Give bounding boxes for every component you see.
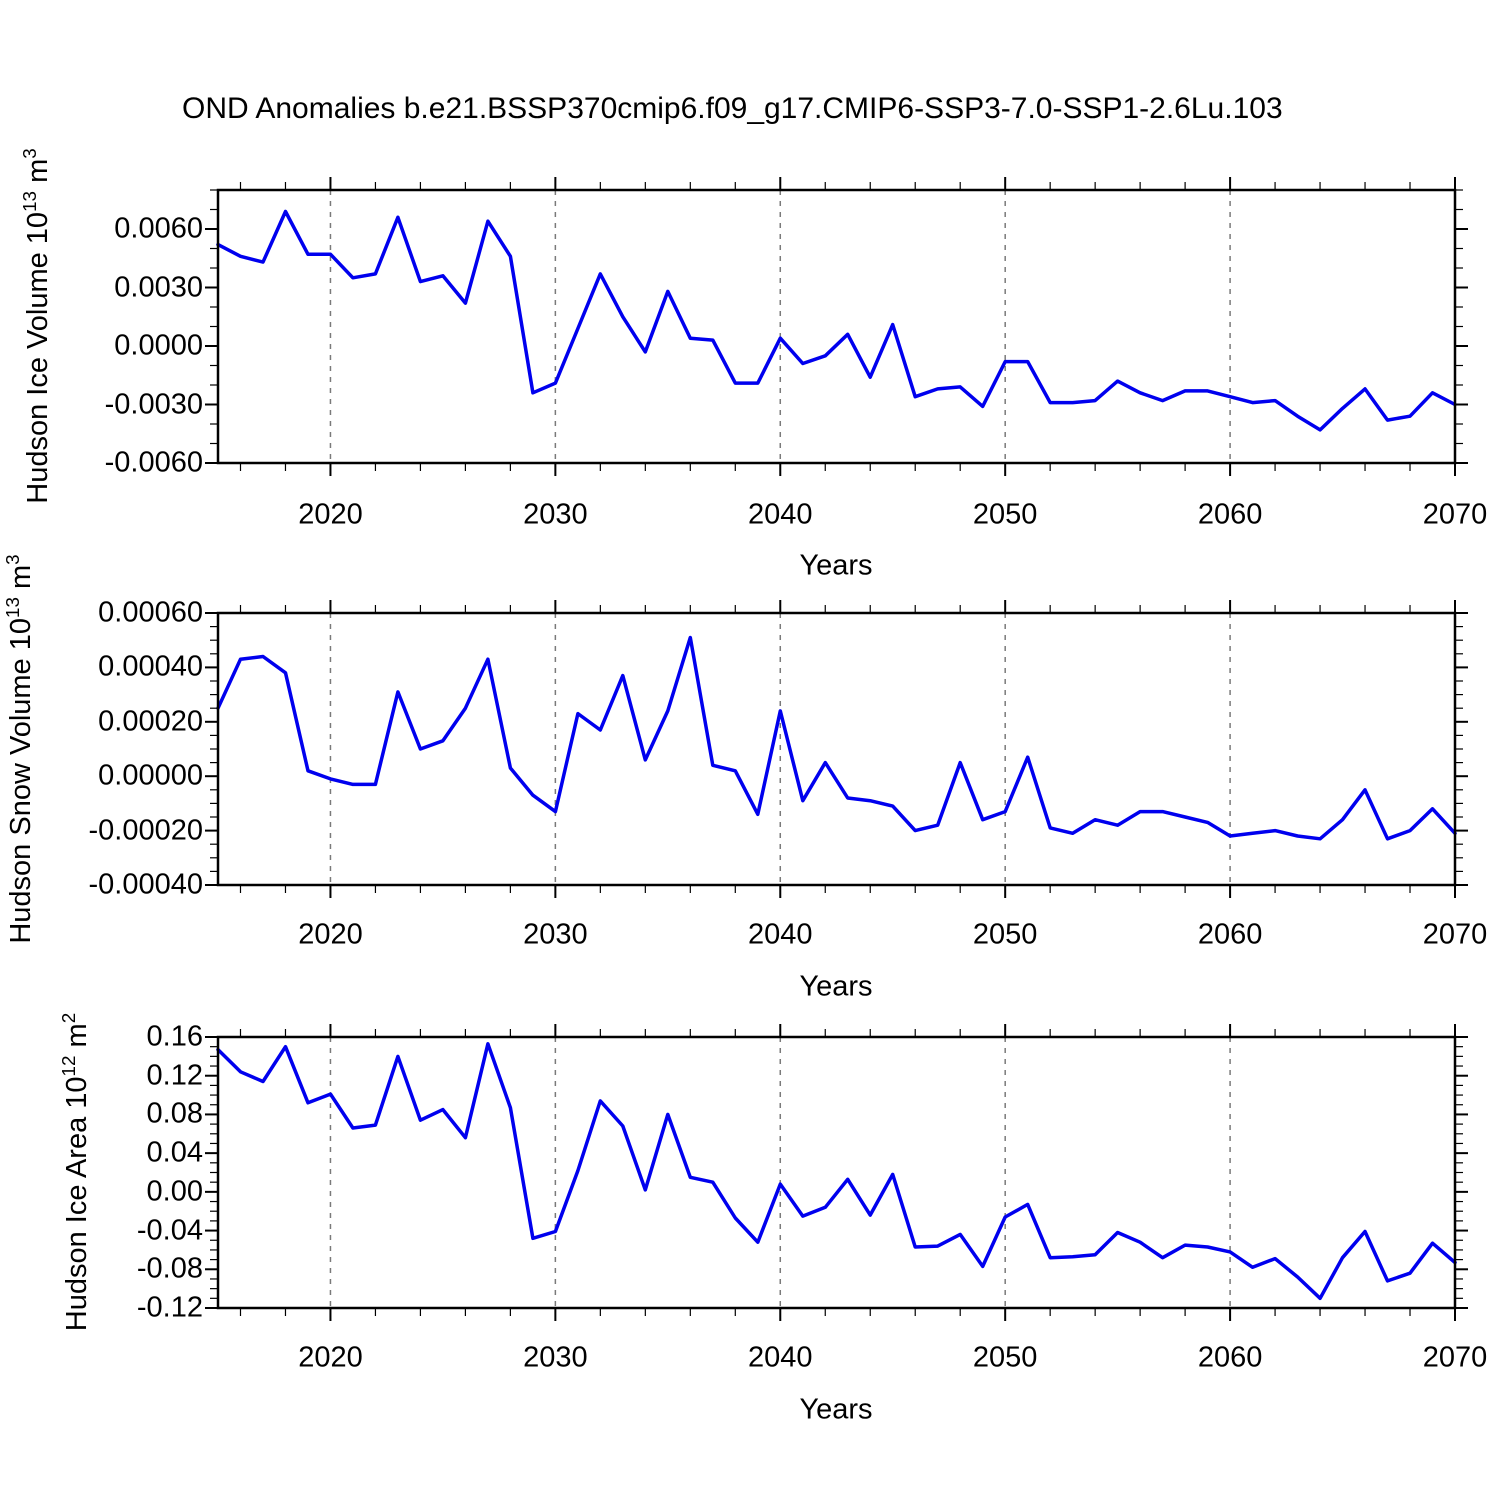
hudson-snow-volume-ytick-label-0.00020: 0.00020 — [98, 705, 203, 738]
hudson-ice-volume-xtick-label-2040: 2040 — [748, 498, 813, 531]
hudson-ice-area-ytick-label-0.12: 0.12 — [146, 1059, 203, 1092]
unit: m — [21, 158, 54, 191]
hudson-snow-volume-line — [216, 635, 1457, 841]
hudson-ice-volume-xtick-label-2050: 2050 — [972, 498, 1038, 531]
hudson-ice-volume-ytick-label-0.0060: 0.0060 — [114, 212, 203, 245]
hudson-ice-area-ytick-label-0.08: 0.08 — [146, 1097, 203, 1130]
hudson-snow-volume-ytick-label--0.00040: -0.00040 — [88, 868, 204, 901]
hudson-ice-area-xtick-label-2040: 2040 — [748, 1341, 813, 1374]
hudson-ice-area-xtick-label-2070: 2070 — [1422, 1341, 1488, 1374]
x-axis-title-panel-3: Years — [799, 1393, 873, 1426]
unit-exponent: 3 — [19, 148, 41, 159]
chart-title: OND Anomalies b.e21.BSSP370cmip6.f09_g17… — [182, 92, 1283, 125]
hudson-snow-volume-ytick-label--0.00020: -0.00020 — [88, 814, 204, 847]
hudson-ice-volume-xtick-label-2060: 2060 — [1197, 498, 1263, 531]
hudson-ice-area-ytick-label-0.04: 0.04 — [146, 1136, 203, 1169]
hudson-ice-volume-line — [216, 209, 1457, 432]
hudson-snow-volume-xtick-label-2070: 2070 — [1422, 918, 1488, 951]
hudson-ice-area-ytick-label-0.16: 0.16 — [146, 1020, 203, 1053]
hudson-snow-volume-ytick-label-0.00000: 0.00000 — [98, 759, 203, 792]
hudson-ice-volume-ytick-label-0.0000: 0.0000 — [114, 329, 203, 362]
hudson-snow-volume-panel — [205, 600, 1468, 898]
hudson-snow-volume-xtick-label-2050: 2050 — [972, 918, 1038, 951]
hudson-ice-volume-xtick-label-2030: 2030 — [523, 498, 588, 531]
hudson-ice-volume-panel — [205, 177, 1468, 476]
hudson-ice-volume-ytick-label-0.0030: 0.0030 — [114, 271, 203, 303]
hudson-ice-area-xtick-label-2050: 2050 — [972, 1341, 1038, 1374]
hudson-snow-volume-xtick-label-2040: 2040 — [748, 918, 813, 951]
hudson-snow-volume-xtick-label-2060: 2060 — [1197, 918, 1263, 951]
hudson-ice-area-xtick-label-2060: 2060 — [1197, 1341, 1263, 1374]
x-axis-title-panel-2: Years — [799, 970, 873, 1003]
hudson-ice-volume-xtick-label-2070: 2070 — [1422, 498, 1488, 531]
hudson-ice-area-line — [216, 1042, 1457, 1301]
hudson-ice-volume-xtick-label-2020: 2020 — [298, 498, 363, 531]
hudson-ice-volume-ytick-label--0.0030: -0.0030 — [104, 388, 203, 420]
unit-exponent: 3 — [2, 554, 24, 565]
hudson-ice-area-ytick-label--0.04: -0.04 — [136, 1214, 203, 1247]
hudson-ice-area-ytick-label--0.12: -0.12 — [136, 1291, 203, 1324]
hudson-snow-volume-xtick-label-2030: 2030 — [523, 918, 588, 951]
hudson-ice-area-xtick-label-2030: 2030 — [523, 1341, 588, 1374]
exponent: 13 — [19, 190, 41, 212]
hudson-ice-area-xtick-label-2020: 2020 — [298, 1341, 363, 1374]
hudson-ice-volume-ticks — [205, 177, 1468, 476]
hudson-ice-area-ytick-label--0.08: -0.08 — [136, 1252, 203, 1285]
hudson-snow-volume-ytick-label-0.00060: 0.00060 — [98, 596, 203, 629]
hudson-ice-area-panel — [205, 1024, 1468, 1321]
x-axis-title-panel-1: Years — [799, 549, 873, 582]
hudson-ice-area-ticks — [205, 1024, 1468, 1321]
hudson-snow-volume-xtick-label-2020: 2020 — [298, 918, 363, 951]
hudson-ice-area-ytick-label-0.00: 0.00 — [146, 1175, 203, 1208]
hudson-snow-volume-ticks — [205, 600, 1468, 898]
hudson-snow-volume-plot-border — [216, 611, 1457, 887]
unit: m — [4, 564, 37, 598]
hudson-ice-volume-ytick-label--0.0060: -0.0060 — [104, 446, 203, 479]
hudson-snow-volume-ytick-label-0.00040: 0.00040 — [98, 650, 203, 683]
